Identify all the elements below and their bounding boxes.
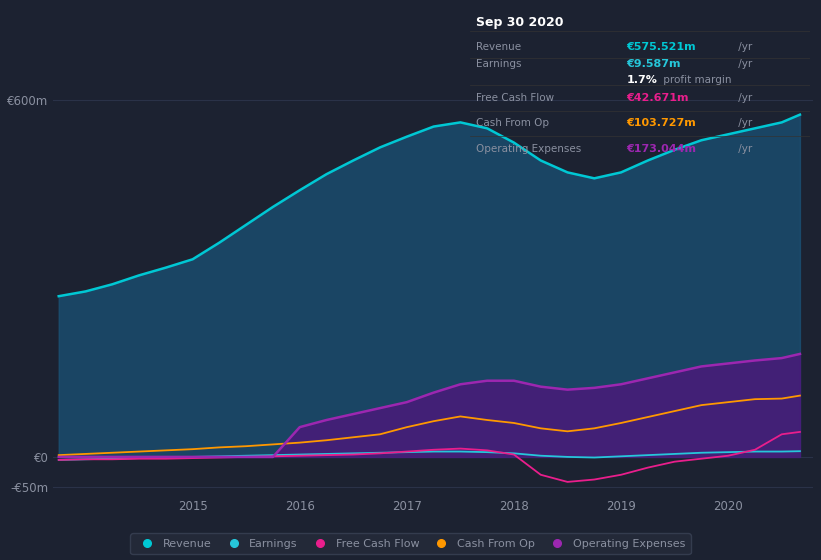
Legend: Revenue, Earnings, Free Cash Flow, Cash From Op, Operating Expenses: Revenue, Earnings, Free Cash Flow, Cash … [131,533,690,554]
Text: Earnings: Earnings [476,59,522,69]
Text: €173.044m: €173.044m [626,144,696,154]
Text: /yr: /yr [736,41,753,52]
Text: Cash From Op: Cash From Op [476,118,549,128]
Text: Sep 30 2020: Sep 30 2020 [476,16,564,29]
Text: Operating Expenses: Operating Expenses [476,144,581,154]
Text: /yr: /yr [736,118,753,128]
Text: Free Cash Flow: Free Cash Flow [476,93,554,103]
Text: €9.587m: €9.587m [626,59,681,69]
Text: 1.7%: 1.7% [626,75,658,85]
Text: profit margin: profit margin [660,75,732,85]
Text: /yr: /yr [736,93,753,103]
Text: /yr: /yr [736,59,753,69]
Text: /yr: /yr [736,144,753,154]
Text: Revenue: Revenue [476,41,521,52]
Text: €575.521m: €575.521m [626,41,696,52]
Text: €42.671m: €42.671m [626,93,689,103]
Text: €103.727m: €103.727m [626,118,696,128]
